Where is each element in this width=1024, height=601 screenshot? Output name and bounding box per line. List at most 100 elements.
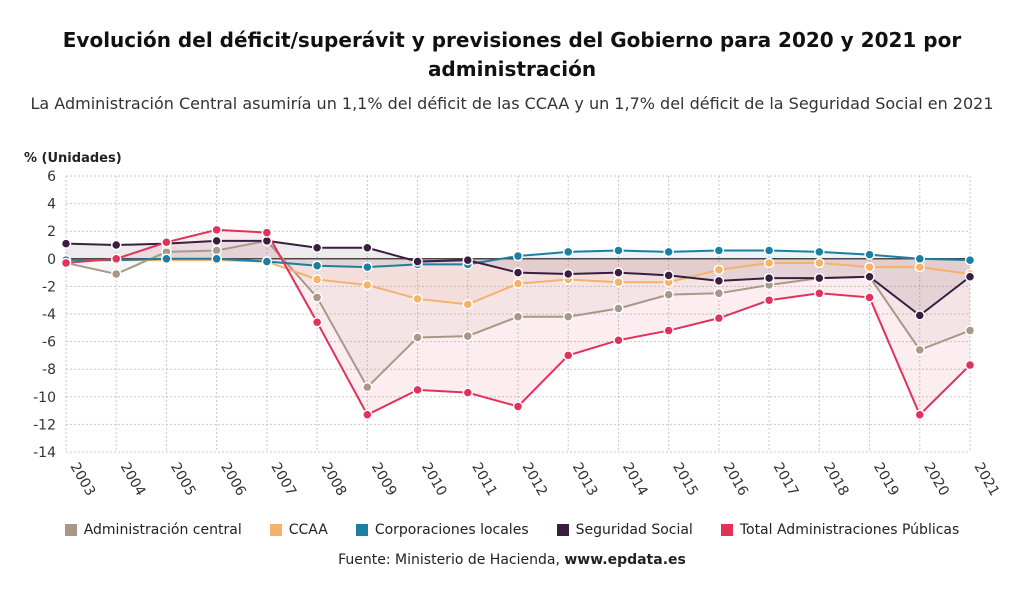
data-point [613,267,624,278]
y-tick-label: -14 [33,445,56,461]
data-point [60,238,72,249]
data-point [613,277,624,288]
data-point [261,227,273,238]
data-point [663,325,674,336]
x-tick-label: 2019 [870,460,902,499]
x-tick-label: 2021 [971,460,1003,499]
y-tick-label: 6 [47,169,56,185]
data-point [311,260,323,271]
data-point [864,271,875,282]
data-point [462,387,474,398]
x-tick-label: 2007 [267,460,299,499]
data-point [763,245,775,256]
data-point [512,278,524,289]
data-point [362,242,373,254]
x-tick-label: 2004 [117,460,149,499]
source-link[interactable]: www.epdata.es [564,552,686,568]
data-point [161,236,172,248]
data-point [362,381,373,393]
legend-swatch [720,524,733,536]
data-point [713,264,725,276]
legend-item[interactable]: Administración central [64,522,242,538]
series-area [66,240,970,316]
legend-swatch [64,524,77,536]
data-point [814,288,825,299]
data-point [914,310,926,321]
data-point [562,246,574,258]
data-point [512,311,524,323]
x-tick-label: 2016 [719,460,751,499]
data-point [763,257,775,269]
data-point [864,249,875,260]
legend-label: Total Administraciones Públicas [739,522,960,538]
data-point [814,257,825,269]
data-point [763,294,775,306]
data-point [512,401,524,412]
x-tick-label: 2017 [770,460,802,499]
y-tick-label: -6 [42,335,56,351]
legend-swatch [355,524,368,536]
data-point [512,267,524,278]
data-point [311,292,323,303]
x-tick-label: 2003 [67,460,99,499]
x-tick-label: 2010 [418,460,450,499]
data-point [663,270,674,281]
data-point [362,279,373,291]
data-point [613,245,624,256]
source-note: Fuente: Ministerio de Hacienda, www.epda… [0,552,1024,568]
data-point [663,289,674,300]
chart-title: Evolución del déficit/superávit y previs… [62,28,962,81]
legend-label: Seguridad Social [575,522,693,538]
x-tick-label: 2012 [519,460,551,499]
data-point [211,235,222,247]
y-tick-label: -4 [42,307,56,323]
data-point [60,257,72,269]
data-point [713,288,725,299]
legend-item[interactable]: Corporaciones locales [355,522,529,538]
legend-swatch [556,524,569,536]
chart-legend: Administración central CCAA Corporaciones … [0,522,1024,538]
data-point [562,350,574,361]
data-point [412,332,423,343]
data-point [964,359,976,371]
x-tick-label: 2018 [820,460,852,499]
legend-item[interactable]: Total Administraciones Públicas [720,522,960,538]
data-point [211,224,222,236]
x-tick-label: 2015 [669,460,701,499]
data-point [613,334,624,346]
data-point [914,344,926,356]
data-point [562,311,574,323]
x-tick-label: 2006 [217,460,249,499]
data-point [211,253,222,265]
data-point [362,409,373,420]
legend-item[interactable]: CCAA [269,522,328,538]
data-point [110,239,122,251]
data-point [362,261,373,273]
y-tick-label: -12 [33,417,56,433]
data-point [311,317,323,328]
data-point [864,261,875,273]
data-point [914,409,926,420]
data-point [864,292,875,303]
y-tick-label: 4 [47,197,56,213]
data-point [412,384,423,396]
data-point [763,272,775,284]
y-tick-label: -8 [42,362,56,378]
chart-subtitle: La Administración Central asumiría un 1,… [30,94,994,113]
y-tick-label: -10 [33,390,56,406]
legend-item[interactable]: Seguridad Social [556,522,693,538]
data-point [964,254,976,266]
data-point [914,253,926,265]
x-tick-label: 2008 [318,460,350,499]
data-point [161,253,172,265]
data-point [462,254,474,266]
data-point [713,275,725,287]
x-tick-label: 2020 [920,460,952,499]
data-point [964,271,976,282]
data-point [311,274,323,285]
data-point [412,293,423,305]
x-tick-label: 2013 [569,460,601,499]
legend-label: CCAA [288,522,328,538]
data-point [964,325,976,336]
